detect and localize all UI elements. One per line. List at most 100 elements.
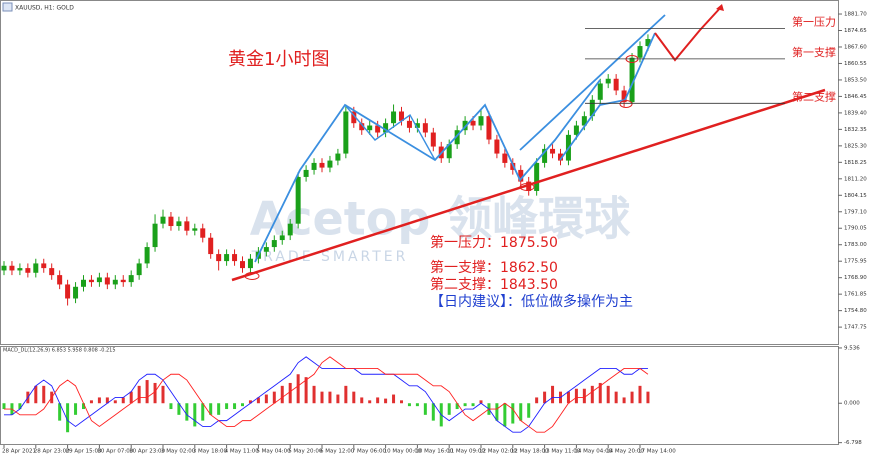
macd-bar	[177, 403, 181, 415]
candle-body	[414, 123, 420, 128]
macd-bar	[129, 391, 133, 404]
candle-body	[470, 120, 476, 126]
macd-bar	[320, 391, 324, 404]
candle-body	[33, 263, 39, 273]
candle-body	[104, 277, 110, 285]
level-label: 第一支撑	[792, 45, 836, 59]
macd-bar	[590, 385, 594, 404]
candle-body	[351, 111, 357, 124]
zigzag	[254, 79, 601, 263]
candle-body	[542, 148, 548, 163]
channel-line	[519, 14, 666, 151]
macd-bar	[368, 400, 372, 404]
macd-bar	[336, 394, 340, 404]
x-tick-label: 12 May 02:00	[479, 449, 517, 455]
macd-bar	[248, 400, 252, 404]
x-tick-label: 11 May 09:00	[447, 449, 485, 455]
candle-body	[9, 265, 15, 271]
macd-bar	[566, 391, 570, 404]
candle-body	[589, 99, 595, 117]
candle-body	[343, 111, 349, 154]
macd-bar	[574, 388, 578, 404]
macd-bar	[551, 385, 555, 404]
candle-body	[383, 123, 389, 133]
macd-bar	[66, 403, 70, 433]
macd-bar	[113, 400, 117, 404]
circle-mark	[519, 183, 535, 191]
candle-body	[216, 254, 222, 262]
macd-bar	[527, 403, 531, 418]
macd-bar	[89, 400, 93, 404]
macd-line	[4, 356, 649, 433]
forecast-arrow	[654, 5, 723, 62]
candle-body	[422, 123, 428, 133]
macd-bar	[614, 391, 618, 404]
candle-body	[240, 261, 245, 269]
candle-body	[1, 265, 7, 271]
candle-body	[128, 275, 134, 283]
candle-body	[311, 162, 317, 170]
chart-title: 黄金1小时图	[228, 49, 329, 70]
macd-bar	[511, 403, 515, 424]
candle-body	[65, 284, 71, 299]
candle-body	[295, 176, 301, 224]
candle-body	[319, 162, 325, 168]
candle-body	[605, 78, 611, 84]
candle-body	[271, 240, 277, 248]
candle-body	[494, 139, 500, 154]
macd-bar	[193, 403, 197, 427]
macd-bar	[296, 374, 300, 404]
candle-body	[160, 216, 166, 224]
x-tick-label: 30 Apr 07:00	[97, 449, 133, 455]
candle-body	[176, 221, 182, 227]
candle-body	[526, 181, 532, 191]
macd-bar	[376, 397, 380, 404]
y-tick-label: 1818.25	[844, 160, 867, 166]
annotation: 第一支撑：1862.50	[430, 259, 558, 276]
candle-body	[88, 279, 94, 283]
x-tick-label: 13 May 11:00	[543, 449, 581, 455]
watermark-text: Acetop 领峰環球	[250, 192, 632, 246]
candle-body	[430, 132, 436, 147]
macd-bar	[304, 377, 308, 404]
macd-bar	[82, 403, 85, 410]
arrow-head	[716, 4, 724, 11]
x-tick-label: 30 Apr 23:00	[129, 449, 165, 455]
zigzag	[344, 104, 436, 161]
y-tick-label: 1747.75	[844, 325, 867, 331]
macd-bar	[18, 403, 22, 410]
macd-bar	[400, 400, 403, 404]
macd-bar	[352, 391, 356, 404]
candle-body	[375, 125, 381, 133]
x-tick-label: 3 May 18:00	[193, 449, 228, 455]
y-tick-label: 0.000	[844, 401, 860, 407]
macd-bar	[209, 403, 213, 415]
circle-mark	[619, 100, 633, 108]
macd-bar	[471, 403, 475, 407]
candle-body	[406, 120, 412, 128]
y-tick-label: 1832.35	[844, 127, 867, 133]
x-tick-label: 29 Apr 15:00	[66, 449, 102, 455]
y-tick-label: 1768.90	[844, 275, 867, 281]
y-tick-label: 1761.85	[844, 292, 867, 298]
macd-bar	[503, 403, 507, 427]
candle-body	[486, 116, 492, 140]
candle-body	[25, 268, 31, 273]
macd-bar	[415, 403, 419, 407]
candle-body	[550, 148, 556, 154]
candle-body	[518, 169, 524, 182]
candle-body	[462, 120, 468, 131]
candle-body	[359, 123, 365, 131]
candle-body	[263, 247, 269, 252]
macd-bar	[161, 385, 165, 404]
macd-bar	[630, 391, 634, 404]
candle-body	[120, 279, 126, 283]
macd-bar	[455, 403, 459, 410]
macd-bar	[74, 403, 78, 415]
candle-body	[81, 279, 86, 287]
x-tick-label: 3 May 02:00	[161, 449, 196, 455]
macd-bar	[241, 403, 244, 407]
y-tick-label: 1775.95	[844, 259, 867, 265]
